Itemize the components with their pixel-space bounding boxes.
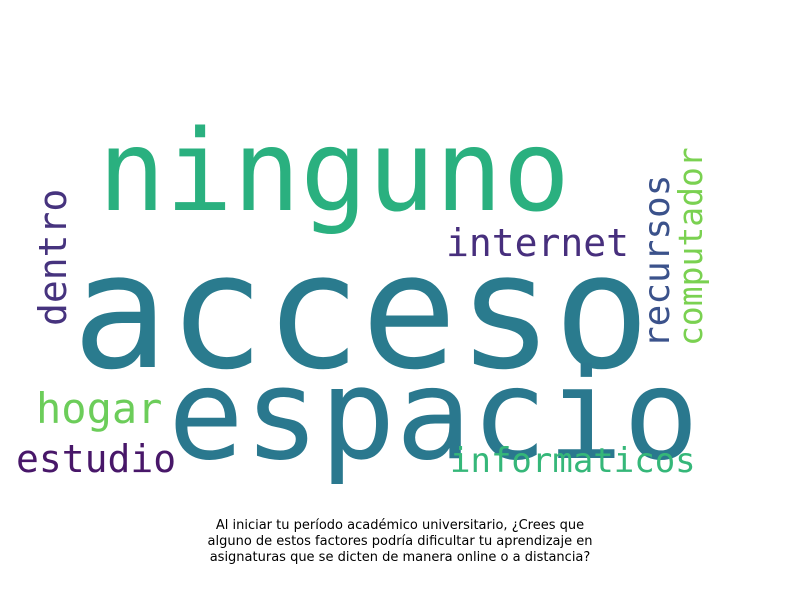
word-dentro: dentro xyxy=(31,188,75,326)
word-internet: internet xyxy=(446,221,630,265)
word-espacio: espacio xyxy=(168,341,700,488)
figure-caption: Al iniciar tu período académico universi… xyxy=(140,518,660,566)
word-hogar: hogar xyxy=(36,384,163,433)
word-acceso: acceso xyxy=(72,218,650,405)
word-estudio: estudio xyxy=(16,437,177,481)
word-informaticos: informaticos xyxy=(450,441,696,481)
caption-line-3: asignaturas que se dicten de manera onli… xyxy=(209,550,591,565)
caption-line-2: alguno de estos factores podría dificult… xyxy=(207,534,593,549)
word-computador: computador xyxy=(671,147,710,346)
caption-line-1: Al iniciar tu período académico universi… xyxy=(215,518,585,533)
word-ninguno: ninguno xyxy=(98,107,571,237)
